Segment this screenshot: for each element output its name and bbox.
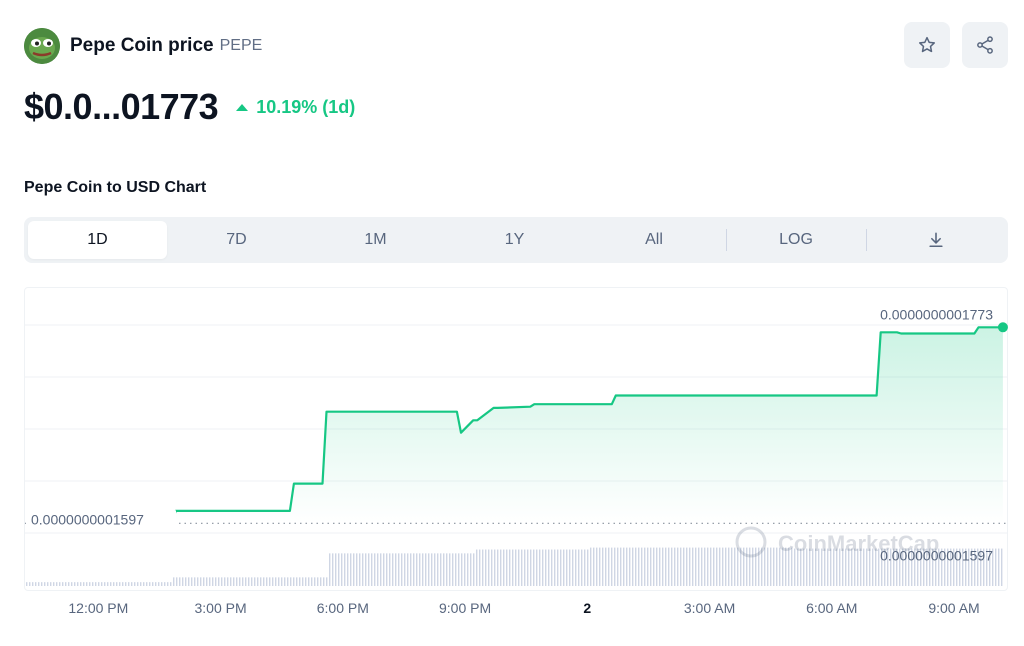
x-tick-label: 2 xyxy=(583,600,591,616)
chart-frame xyxy=(24,287,1008,591)
log-toggle[interactable]: LOG xyxy=(779,231,813,248)
divider xyxy=(726,229,727,251)
x-tick-label: 3:00 AM xyxy=(684,600,735,616)
tab-all[interactable]: All xyxy=(645,231,663,248)
coin-name: Pepe Coin price xyxy=(70,35,214,56)
tab-1d[interactable]: 1D xyxy=(28,221,167,259)
coin-symbol: PEPE xyxy=(219,37,263,54)
tab-7d[interactable]: 7D xyxy=(226,231,247,248)
x-tick-label: 12:00 PM xyxy=(68,600,128,616)
caret-up-icon xyxy=(236,103,249,111)
x-tick-label: 9:00 PM xyxy=(439,600,491,616)
download-icon xyxy=(929,232,943,248)
price-row: $0.0...01773 10.19% (1d) xyxy=(24,86,355,128)
tab-1m[interactable]: 1M xyxy=(364,231,387,248)
x-tick-label: 6:00 PM xyxy=(317,600,369,616)
range-selector: 1D 7D 1M 1Y All LOG xyxy=(24,217,1008,263)
frog-logo-icon xyxy=(24,28,60,64)
chart-section-title: Pepe Coin to USD Chart xyxy=(24,179,207,196)
share-button[interactable] xyxy=(962,22,1008,68)
price-change-text: 10.19% (1d) xyxy=(256,96,356,117)
x-tick-label: 9:00 AM xyxy=(928,600,979,616)
share-icon xyxy=(977,36,993,54)
price-change: 10.19% (1d) xyxy=(236,97,355,118)
coin-header: Pepe Coin price PEPE xyxy=(24,28,262,64)
divider xyxy=(866,229,867,251)
star-icon xyxy=(919,36,935,53)
download-button[interactable] xyxy=(868,221,1004,259)
tab-1y[interactable]: 1Y xyxy=(504,231,525,248)
x-tick-label: 3:00 PM xyxy=(195,600,247,616)
favorite-button[interactable] xyxy=(904,22,950,68)
price-value: $0.0...01773 xyxy=(24,86,219,127)
x-tick-label: 6:00 AM xyxy=(806,600,857,616)
